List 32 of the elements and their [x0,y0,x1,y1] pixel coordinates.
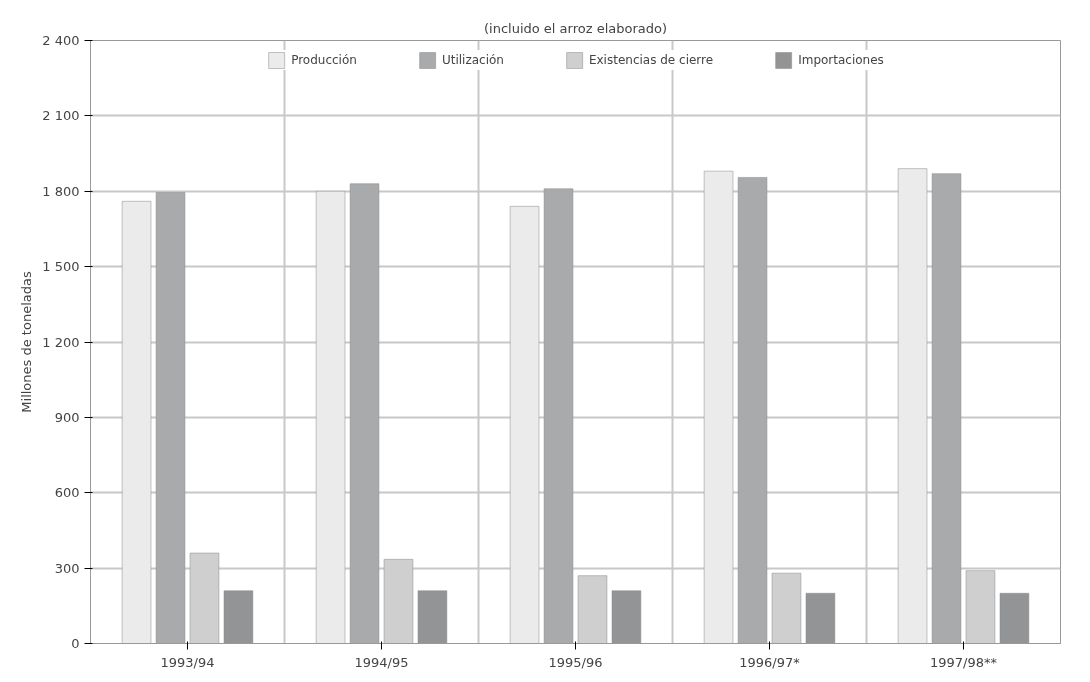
bar [349,183,380,644]
bar [931,173,962,644]
y-tick-label: 1 200 [42,334,80,350]
bar [543,188,574,644]
bar [897,168,928,644]
bar [703,170,734,644]
x-tick-label: 1993/94 [160,654,215,670]
y-axis-title: Millones de toneladas [19,271,35,413]
y-tick-label: 600 [54,485,80,501]
legend-label: Utilización [441,53,504,67]
x-tick-label: 1997/98** [930,654,998,670]
bar [771,572,802,644]
x-tick-label: 1996/97* [739,654,801,670]
y-tick-label: 2 400 [42,33,80,48]
y-tick-label: 2 100 [42,108,80,124]
y-tick-label: 900 [54,409,80,425]
bar [315,191,346,644]
chart-subtitle: (incluido el arroz elaborado) [483,20,668,36]
y-tick-label: 300 [54,560,80,576]
legend-label: Existencias de cierre [588,53,714,67]
legend-label: Importaciones [798,53,884,67]
bar [509,206,540,644]
legend-label: Producción [291,53,357,67]
bar [737,177,768,644]
bar [577,575,608,644]
y-tick-label: 0 [71,636,80,651]
bar [155,192,186,644]
x-tick-label: 1995/96 [548,654,603,670]
y-tick-label: 1 800 [42,183,80,199]
bar [121,201,152,644]
x-tick-label: 1994/95 [354,654,409,670]
y-tick-label: 1 500 [42,259,80,275]
